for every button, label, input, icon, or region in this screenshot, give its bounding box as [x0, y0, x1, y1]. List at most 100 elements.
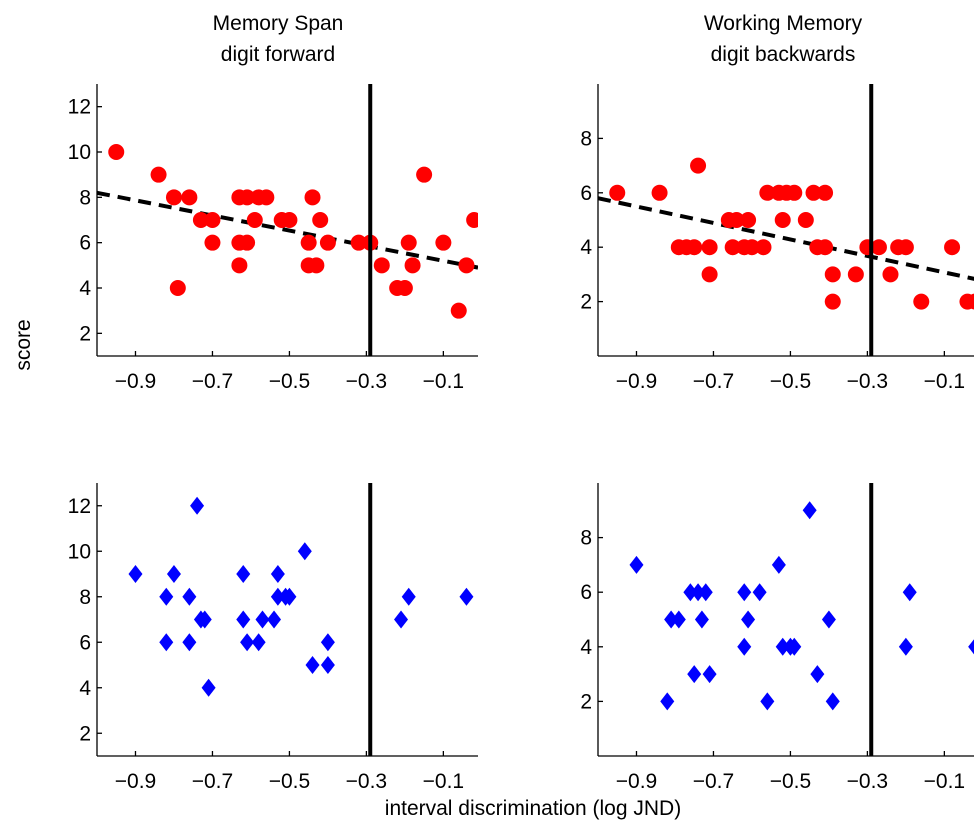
- data-point: [752, 583, 767, 602]
- data-point: [416, 166, 433, 183]
- data-point: [308, 257, 325, 274]
- y-tick-label: 6: [580, 581, 592, 604]
- data-point: [169, 280, 186, 296]
- data-point: [197, 610, 212, 629]
- data-point: [683, 583, 698, 602]
- panel-title-line-2: digit backwards: [711, 43, 856, 66]
- data-point: [728, 212, 745, 228]
- data-point: [458, 257, 475, 274]
- data-point: [240, 633, 255, 652]
- data-point: [246, 212, 263, 228]
- y-tick-label: 2: [79, 322, 91, 345]
- data-point: [350, 234, 367, 251]
- data-point: [159, 587, 174, 606]
- data-point: [181, 189, 198, 206]
- data-point: [701, 266, 718, 283]
- data-point: [817, 239, 834, 256]
- data-point: [450, 302, 467, 319]
- data-point: [810, 665, 825, 684]
- y-tick-label: 8: [580, 527, 592, 550]
- x-tick-label: −0.9: [616, 370, 657, 393]
- data-point: [847, 266, 864, 283]
- y-tick-label: 8: [79, 586, 91, 609]
- data-point: [459, 587, 474, 606]
- scatter-panel-2: Working Memory digit backwards 2 4 6 8 −0.9 −0.…: [580, 12, 974, 393]
- data-point: [805, 184, 822, 201]
- data-point: [231, 257, 248, 274]
- data-point: [913, 293, 930, 310]
- data-point: [660, 692, 675, 711]
- y-tick-label: 8: [79, 186, 91, 209]
- panel-title-line-1: Working Memory: [704, 12, 863, 35]
- y-tick-label: 6: [79, 232, 91, 255]
- data-point: [629, 555, 644, 574]
- x-tick-label: −0.7: [693, 370, 734, 393]
- data-point: [690, 157, 707, 174]
- data-point: [300, 234, 317, 251]
- x-tick-label: −0.1: [423, 770, 464, 793]
- y-tick-label: 12: [68, 96, 91, 119]
- data-point: [686, 239, 703, 256]
- data-point: [944, 239, 961, 256]
- data-point: [786, 184, 803, 201]
- data-point: [320, 633, 335, 652]
- data-point: [824, 293, 841, 310]
- panel-title-line-2: digit forward: [221, 43, 335, 66]
- data-point: [201, 678, 216, 697]
- data-point: [396, 280, 413, 296]
- data-point: [304, 189, 321, 206]
- data-point: [281, 212, 298, 228]
- data-point: [236, 610, 251, 629]
- y-tick-label: 10: [68, 540, 91, 563]
- x-axis-label: interval discrimination (log JND): [385, 797, 681, 820]
- x-tick-label: −0.3: [346, 370, 387, 393]
- data-point: [671, 610, 686, 629]
- data-point: [166, 565, 181, 583]
- data-point: [609, 184, 626, 201]
- data-point: [870, 239, 887, 256]
- y-tick-label: 10: [68, 141, 91, 164]
- data-point: [190, 496, 205, 515]
- data-point: [702, 665, 717, 684]
- data-point: [108, 144, 125, 160]
- data-point: [968, 639, 974, 655]
- data-point: [267, 610, 282, 629]
- data-point: [774, 212, 791, 228]
- data-point: [319, 234, 336, 251]
- data-point: [741, 610, 756, 629]
- y-tick-label: 4: [580, 236, 592, 259]
- data-point: [204, 212, 221, 228]
- data-point: [373, 257, 390, 274]
- data-point: [404, 257, 421, 274]
- data-point: [305, 656, 320, 674]
- y-tick-label: 4: [580, 636, 592, 659]
- data-point: [694, 610, 709, 629]
- y-tick-label: 2: [79, 722, 91, 745]
- y-tick-label: 8: [580, 127, 592, 150]
- data-point: [902, 583, 917, 602]
- regression-line: [598, 196, 974, 281]
- data-point: [150, 166, 167, 183]
- data-point: [270, 565, 285, 583]
- data-point: [724, 239, 741, 256]
- y-tick-label: 2: [580, 690, 592, 713]
- data-point: [165, 189, 182, 206]
- data-point: [258, 189, 275, 206]
- data-point: [128, 565, 143, 583]
- data-point: [239, 189, 256, 206]
- data-point: [394, 610, 409, 629]
- data-point: [817, 184, 834, 201]
- data-point: [320, 656, 335, 674]
- data-point: [755, 239, 772, 256]
- data-point: [897, 239, 914, 256]
- data-point: [898, 637, 913, 656]
- x-tick-label: −0.9: [115, 370, 156, 393]
- data-point: [182, 633, 197, 652]
- data-point: [821, 610, 836, 629]
- x-tick-label: −0.5: [269, 370, 310, 393]
- x-tick-label: −0.7: [192, 770, 233, 793]
- data-point: [182, 587, 197, 606]
- x-tick-label: −0.1: [924, 370, 965, 393]
- data-point: [282, 587, 297, 606]
- data-point: [701, 239, 718, 256]
